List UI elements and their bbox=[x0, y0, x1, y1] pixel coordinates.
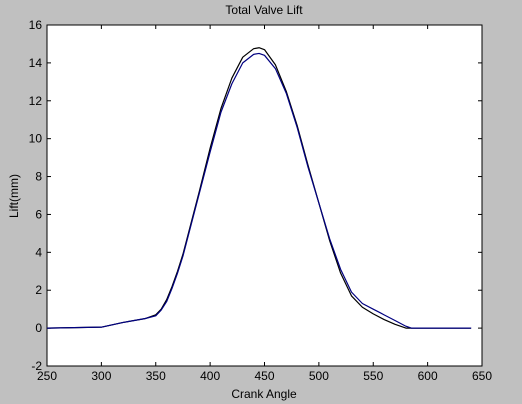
y-tick-label: 4 bbox=[35, 245, 42, 259]
y-axis-label: Lift(mm) bbox=[7, 174, 21, 218]
x-axis-label: Crank Angle bbox=[231, 387, 297, 401]
x-tick-label: 650 bbox=[472, 369, 492, 383]
plot-area bbox=[46, 24, 483, 367]
y-tick-label: 2 bbox=[35, 283, 42, 297]
x-tick-label: 300 bbox=[91, 369, 111, 383]
series-line-1 bbox=[46, 47, 472, 329]
y-tick-label: 0 bbox=[35, 321, 42, 335]
axis-ticks: 250 300 350 400 450 500 550 600 650 -2 0 2 4 6 8 10 12 14… bbox=[29, 18, 493, 383]
y-tick-label: 8 bbox=[35, 170, 42, 184]
chart-title: Total Valve Lift bbox=[225, 3, 303, 17]
y-tick-label: 6 bbox=[35, 207, 42, 221]
x-tick-label: 600 bbox=[418, 369, 438, 383]
series-line-2 bbox=[46, 52, 472, 329]
y-tick-label: 10 bbox=[29, 132, 43, 146]
y-tick-label: 16 bbox=[29, 18, 43, 32]
x-tick-label: 500 bbox=[309, 369, 329, 383]
x-tick-label: 250 bbox=[37, 369, 57, 383]
x-tick-label: 350 bbox=[146, 369, 166, 383]
y-tick-label: 12 bbox=[29, 94, 43, 108]
x-tick-label: 550 bbox=[363, 369, 383, 383]
y-tick-label: 14 bbox=[29, 56, 43, 70]
y-tick-label: -2 bbox=[31, 359, 42, 373]
x-tick-label: 450 bbox=[254, 369, 274, 383]
x-tick-label: 400 bbox=[200, 369, 220, 383]
series-layer bbox=[46, 47, 472, 329]
